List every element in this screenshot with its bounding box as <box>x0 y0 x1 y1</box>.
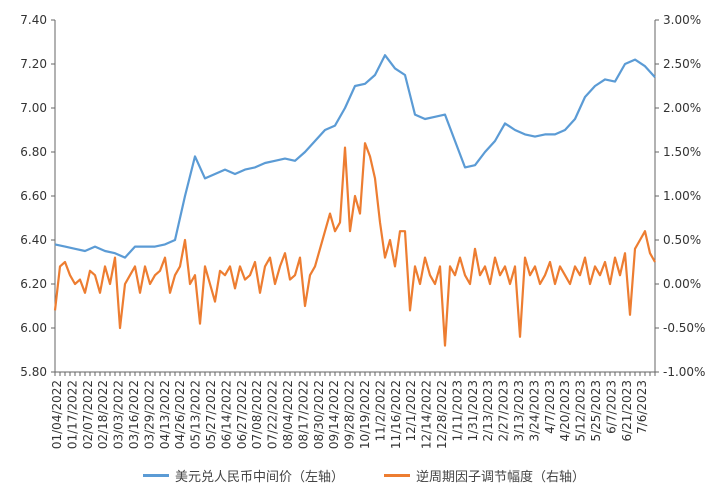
x-tick-label: 3/24/2023 <box>527 380 541 442</box>
series-line-0 <box>54 54 656 259</box>
y-left-tick-label: 6.80 <box>20 145 47 159</box>
y-right-tick-label: 2.00% <box>663 101 701 115</box>
y-right-tick-label: 0.00% <box>663 277 701 291</box>
x-tick-label: 2/13/2023 <box>481 380 495 442</box>
x-tick-label: 5/25/2023 <box>589 380 603 442</box>
x-tick-label: 06/14/2022 <box>219 380 233 449</box>
y-right-tick-label: 1.00% <box>663 189 701 203</box>
legend-label: 美元兑人民币中间价（左轴） <box>174 470 344 485</box>
x-tick-label: 09/28/2022 <box>343 380 357 449</box>
x-tick-label: 04/26/2022 <box>173 380 187 449</box>
x-tick-label: 03/03/2022 <box>112 380 126 449</box>
x-tick-label: 4/7/2023 <box>543 380 557 434</box>
x-tick-label: 11/16/2022 <box>389 380 403 449</box>
x-tick-label: 03/16/2022 <box>127 380 141 449</box>
x-tick-label: 02/07/2022 <box>81 380 95 449</box>
x-tick-label: 6/21/2023 <box>620 380 634 442</box>
y-left-tick-label: 7.00 <box>20 101 47 115</box>
legend-swatch <box>384 474 410 477</box>
x-tick-label: 08/17/2022 <box>296 380 310 449</box>
y-left-tick-label: 6.40 <box>20 233 47 247</box>
x-tick-label: 5/12/2023 <box>574 380 588 442</box>
x-tick-label: 06/27/2022 <box>235 380 249 449</box>
x-tick-label: 04/13/2022 <box>158 380 172 449</box>
x-tick-label: 08/04/2022 <box>281 380 295 449</box>
x-tick-label: 10/19/2022 <box>358 380 372 449</box>
x-tick-label: 03/29/2022 <box>142 380 156 449</box>
x-tick-label: 09/14/2022 <box>327 380 341 449</box>
x-tick-label: 1/11/2023 <box>450 380 464 442</box>
x-tick-label: 4/20/2023 <box>558 380 572 442</box>
legend-item-usdcny: 美元兑人民币中间价（左轴） <box>142 466 344 485</box>
x-tick-label: 12/1/2022 <box>404 380 418 442</box>
legend: 美元兑人民币中间价（左轴） 逆周期因子调节幅度（右轴） <box>0 466 728 485</box>
x-tick-label: 05/13/2022 <box>189 380 203 449</box>
y-left-tick-label: 6.00 <box>20 321 47 335</box>
y-right-tick-label: 2.50% <box>663 57 701 71</box>
y-right-tick-label: 1.50% <box>663 145 701 159</box>
x-tick-label: 1/31/2023 <box>466 380 480 442</box>
y-right-tick-label: 0.50% <box>663 233 701 247</box>
x-tick-label: 3/13/2023 <box>512 380 526 442</box>
x-tick-label: 2/27/2023 <box>497 380 511 442</box>
series-line-1 <box>53 142 656 347</box>
x-tick-label: 07/08/2022 <box>250 380 264 449</box>
legend-label: 逆周期因子调节幅度（右轴） <box>416 470 586 485</box>
x-tick-label: 01/04/2022 <box>50 380 64 449</box>
y-right-tick-label: 3.00% <box>663 13 701 27</box>
y-left-tick-label: 7.40 <box>20 13 47 27</box>
y-left-tick-label: 6.20 <box>20 277 47 291</box>
x-tick-label: 12/28/2022 <box>435 380 449 449</box>
x-tick-label: 6/7/2023 <box>604 380 618 434</box>
x-tick-label: 05/27/2022 <box>204 380 218 449</box>
x-tick-label: 02/18/2022 <box>96 380 110 449</box>
x-tick-label: 12/14/2022 <box>420 380 434 449</box>
x-tick-label: 11/2/2022 <box>373 380 387 442</box>
chart-svg: 5.80 6.00 6.20 6.40 6.60 6.80 7.00 7.20 7.40 -1.0… <box>20 13 705 449</box>
x-tick-label: 08/30/2022 <box>312 380 326 449</box>
y-left-tick-label: 7.20 <box>20 57 47 71</box>
y-right-tick-label: -1.00% <box>663 365 705 379</box>
x-tick-label: 01/17/2022 <box>65 380 79 449</box>
x-tick-label: 07/22/2022 <box>266 380 280 449</box>
y-left-tick-label: 6.60 <box>20 189 47 203</box>
x-tick-label: 7/6/2023 <box>635 380 649 434</box>
y-right-tick-label: -0.50% <box>663 321 705 335</box>
y-left-tick-label: 5.80 <box>20 365 47 379</box>
legend-swatch <box>142 474 169 477</box>
legend-item-ccf: 逆周期因子调节幅度（右轴） <box>384 466 585 485</box>
